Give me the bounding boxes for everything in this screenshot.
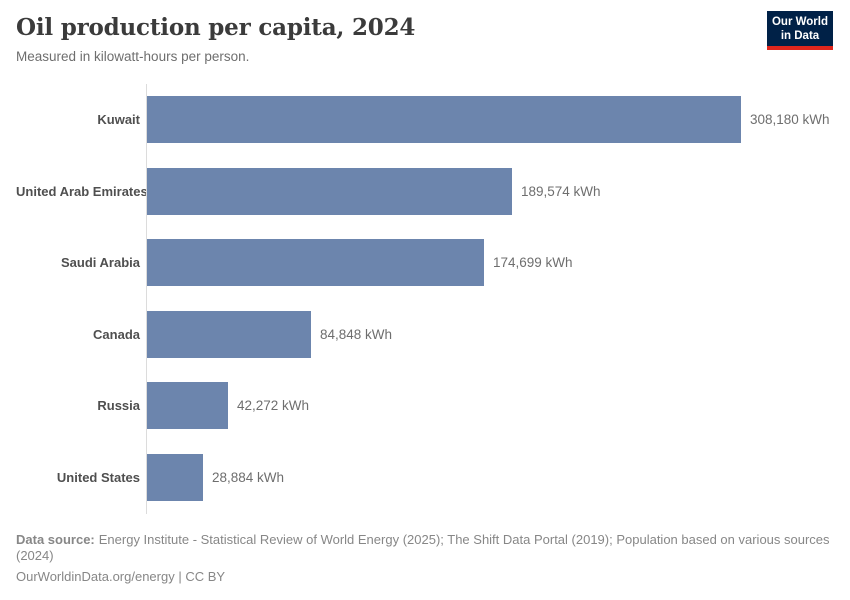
bar-rows: Kuwait 308,180 kWh United Arab Emirates … — [16, 84, 834, 513]
owid-logo-line1: Our World — [771, 16, 828, 28]
bar-row: Russia 42,272 kWh — [16, 370, 834, 442]
bar[interactable] — [147, 239, 484, 287]
value-label: 42,272 kWh — [237, 398, 310, 414]
data-source-line: Data source: Energy Institute - Statistic… — [16, 532, 830, 564]
bar[interactable] — [147, 96, 741, 144]
data-source-label: Data source: — [16, 532, 95, 547]
bar-chart: Kuwait 308,180 kWh United Arab Emirates … — [16, 84, 834, 514]
value-label: 84,848 kWh — [320, 326, 393, 342]
category-label: Kuwait — [97, 112, 140, 128]
category-label: Saudi Arabia — [61, 255, 140, 271]
value-label: 28,884 kWh — [212, 469, 285, 485]
bar-track: 42,272 kWh — [147, 382, 834, 430]
credit-line[interactable]: OurWorldinData.org/energy | CC BY — [16, 569, 226, 584]
y-axis-line — [146, 84, 147, 514]
bar[interactable] — [147, 382, 228, 430]
data-source-text: Energy Institute - Statistical Review of… — [16, 532, 830, 563]
category-label: United Arab Emirates — [16, 183, 148, 199]
bar[interactable] — [147, 167, 512, 215]
owid-logo-line2: in Data — [780, 30, 820, 42]
chart-header: Oil production per capita, 2024 Measured… — [0, 0, 850, 64]
bar-row: United States 28,884 kWh — [16, 442, 834, 514]
bar-track: 28,884 kWh — [147, 453, 834, 501]
page-subtitle: Measured in kilowatt-hours per person. — [16, 49, 250, 64]
bar-track: 84,848 kWh — [147, 310, 834, 358]
bar-track: 189,574 kWh — [147, 167, 834, 215]
bar-row: Saudi Arabia 174,699 kWh — [16, 227, 834, 299]
chart-footer: Data source: Energy Institute - Statistic… — [16, 532, 834, 585]
bar-row: United Arab Emirates 189,574 kWh — [16, 156, 834, 228]
bar-track: 308,180 kWh — [147, 96, 834, 144]
bar[interactable] — [147, 453, 203, 501]
owid-logo[interactable]: Our World in Data — [767, 11, 833, 50]
bar-track: 174,699 kWh — [147, 239, 834, 287]
value-label: 308,180 kWh — [750, 112, 830, 128]
category-label: Russia — [97, 398, 140, 414]
bar[interactable] — [147, 310, 311, 358]
value-label: 189,574 kWh — [521, 183, 601, 199]
bar-row: Kuwait 308,180 kWh — [16, 84, 834, 156]
page-title: Oil production per capita, 2024 — [16, 14, 416, 41]
category-label: United States — [56, 469, 140, 485]
bar-row: Canada 84,848 kWh — [16, 299, 834, 371]
value-label: 174,699 kWh — [493, 255, 573, 271]
category-label: Canada — [93, 326, 140, 342]
